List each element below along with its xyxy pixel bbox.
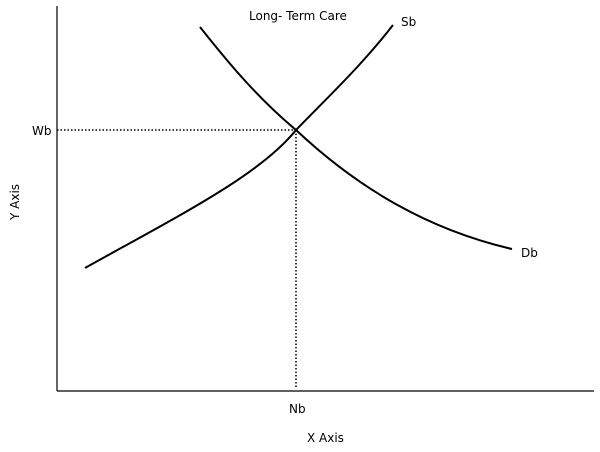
supply-curve: [84, 24, 394, 269]
y-axis-label: Y Axis: [8, 184, 22, 221]
supply-curve-label: Sb: [401, 15, 416, 29]
equilibrium-wage-label: Wb: [32, 124, 51, 138]
demand-curve-label: Db: [521, 246, 538, 260]
demand-curve: [199, 26, 513, 250]
x-axis-label: X Axis: [307, 431, 344, 445]
equilibrium-quantity-label: Nb: [289, 402, 306, 416]
diagram-title: Long- Term Care: [249, 9, 347, 23]
